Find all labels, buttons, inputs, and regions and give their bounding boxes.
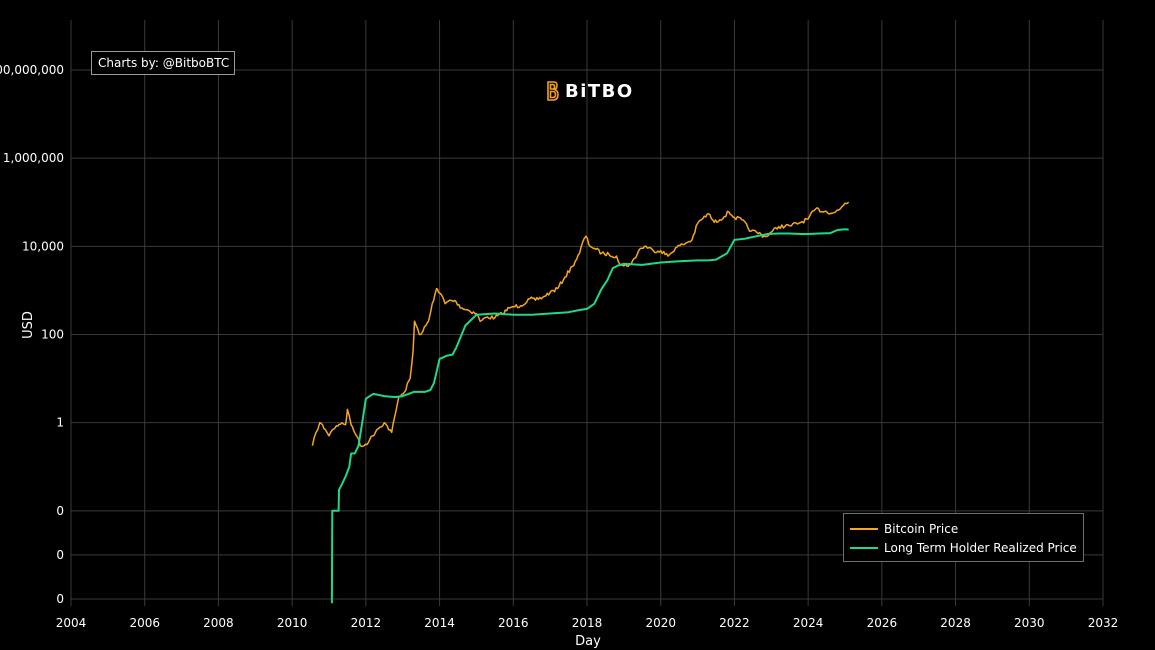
y-tick-label: 0 (56, 548, 64, 562)
x-tick-label: 2014 (424, 616, 455, 630)
bitbo-logo-icon (547, 81, 559, 101)
x-tick-label: 2022 (719, 616, 750, 630)
series-line-bitcoin-price (311, 201, 850, 448)
legend-swatch-bitcoin-price (850, 527, 878, 530)
x-tick-label: 2026 (867, 616, 898, 630)
x-tick-label: 2030 (1014, 616, 1045, 630)
series-layer (311, 201, 850, 604)
y-tick-label: 10,000 (22, 239, 64, 253)
x-axis-title: Day (575, 634, 601, 649)
x-gridlines (70, 20, 1104, 606)
x-tick-label: 2016 (498, 616, 529, 630)
credit-text: Charts by: @BitboBTC (98, 56, 230, 70)
x-tick-label: 2010 (277, 616, 308, 630)
bitbo-logo: BiTBO (545, 80, 634, 102)
series-line-lth-realized-price (330, 228, 849, 604)
y-tick-label: 0 (56, 592, 64, 606)
x-tick-label: 2024 (793, 616, 824, 630)
bitbo-logo-text: BiTBO (565, 80, 634, 102)
y-tick-label: 100 (41, 328, 64, 342)
x-tick-label: 2006 (129, 616, 160, 630)
x-tick-label: 2018 (572, 616, 603, 630)
x-tick-label: 2008 (203, 616, 234, 630)
legend-item-lth-realized-price[interactable]: Long Term Holder Realized Price (844, 538, 1083, 557)
x-tick-label: 2004 (56, 616, 87, 630)
y-tick-label: 0 (56, 504, 64, 518)
y-tick-labels: 0 0 0 1 100 10,000 1,000,000 100,000,000 (0, 63, 64, 606)
credit-box: Charts by: @BitboBTC (91, 51, 235, 75)
y-tick-label: 1,000,000 (3, 151, 64, 165)
x-tick-label: 2028 (940, 616, 971, 630)
y-axis-title: USD (21, 311, 36, 339)
legend-label: Long Term Holder Realized Price (884, 540, 1077, 555)
legend[interactable]: Bitcoin Price Long Term Holder Realized … (843, 513, 1084, 562)
legend-swatch-lth-realized-price (850, 546, 878, 549)
x-tick-label: 2032 (1088, 616, 1119, 630)
y-tick-label: 1 (56, 416, 64, 430)
y-tick-label: 100,000,000 (0, 63, 64, 77)
legend-item-bitcoin-price[interactable]: Bitcoin Price (844, 519, 1083, 538)
x-tick-label: 2020 (645, 616, 676, 630)
legend-label: Bitcoin Price (884, 521, 959, 536)
x-tick-label: 2012 (351, 616, 382, 630)
x-tick-labels: 2004 2006 2008 2010 2012 2014 2016 2018 2020 2022… (56, 616, 1119, 630)
